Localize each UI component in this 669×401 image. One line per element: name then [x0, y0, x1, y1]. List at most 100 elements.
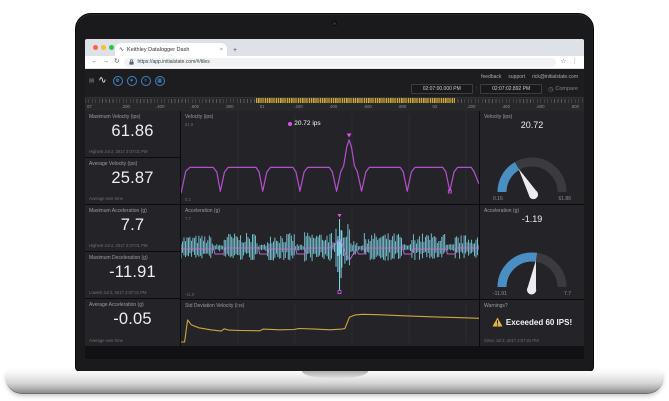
- gauge-fill: [497, 157, 567, 193]
- ruler-label: .800: [397, 104, 407, 109]
- dashboard: ▤ ∿ ⚙ ✶ ≈ ▦ feedback support rick@initia…: [85, 69, 584, 359]
- tiles-grid: Maximum Velocity (ips) 61.86 Highest Jul…: [85, 111, 584, 346]
- feedback-link[interactable]: feedback: [481, 74, 502, 80]
- tab-close-icon[interactable]: ×: [219, 46, 223, 53]
- velocity-gauge: 0.16 61.86: [493, 157, 571, 202]
- nodes-icon[interactable]: ✶: [126, 76, 137, 86]
- laptop-notch: [301, 371, 368, 378]
- close-window-button[interactable]: [93, 45, 98, 50]
- zoom-window-button[interactable]: [109, 45, 114, 50]
- chart-tooltip: 20.72 ips: [288, 120, 321, 127]
- acceleration-chart-tile[interactable]: Acceleration (g) 7.7 -11.9: [181, 205, 479, 299]
- time-end-input[interactable]: 02:07:02.892 PM: [480, 84, 543, 94]
- apps-icon[interactable]: ▦: [154, 76, 165, 86]
- waves-glyph: ≈: [144, 77, 147, 84]
- clock-icon: ◷: [548, 86, 554, 93]
- gear-icon[interactable]: ⚙: [112, 76, 123, 86]
- ruler-label: .800: [225, 104, 234, 109]
- tile-title: Average Acceleration (g): [89, 302, 144, 308]
- stat-value: 25.87: [111, 169, 154, 187]
- tile-title: Warnings?: [484, 303, 508, 309]
- stat-value: -0.05: [113, 310, 152, 328]
- ruler-label: .400: [501, 104, 510, 109]
- gauge-fill: [497, 252, 567, 288]
- initialstate-favicon-icon: ∿: [119, 46, 125, 53]
- gauge-max-label: 61.86: [558, 196, 571, 202]
- avg-velocity-tile[interactable]: Average Velocity (ips) 25.87 Average ove…: [85, 158, 180, 204]
- sidebar-toggle-icon[interactable]: ▤: [89, 78, 95, 84]
- chart-title: Std Deviation Velocity (ips): [185, 303, 245, 309]
- time-start-input[interactable]: 02:07:00.000 PM: [410, 84, 473, 94]
- tile-title: Average Velocity (ips): [89, 161, 138, 167]
- initialstate-logo-icon[interactable]: ∿: [98, 75, 107, 86]
- bookmark-star-icon[interactable]: ☆: [560, 57, 567, 65]
- stat-caption: Lowest Jul 2, 2017 2:07:01 PM: [89, 290, 147, 295]
- acceleration-chart: [181, 208, 479, 296]
- minimize-window-button[interactable]: [101, 45, 106, 50]
- gauge-max-label: 7.7: [564, 291, 571, 297]
- max-acceleration-tile[interactable]: Maximum Acceleration (g) 7.7 Highest Jul…: [85, 205, 180, 251]
- y-axis-min-label: 0.2: [185, 197, 191, 202]
- velocity-gauge-tile[interactable]: Velocity (ips) 20.72 0.16 61.86: [480, 111, 584, 204]
- stat-caption: Average over time: [89, 196, 123, 201]
- warning-caption: Since Jul 2, 2017 2:07:01 PM: [484, 338, 539, 343]
- gauge-needle: [518, 168, 538, 200]
- waves-icon[interactable]: ≈: [140, 76, 151, 86]
- browser-tab-strip: ∿ Keithley Datalogger Dash × +: [85, 39, 584, 56]
- ruler-label: 07: [87, 104, 92, 109]
- ruler-label: .400: [328, 104, 338, 109]
- address-bar[interactable]: https://app.initialstate.com/#/tiles: [124, 57, 556, 67]
- stddev-chart-tile[interactable]: Std Deviation Velocity (ips): [181, 300, 479, 346]
- tile-title: Maximum Velocity (ips): [89, 114, 141, 120]
- camera-icon: [333, 22, 336, 25]
- browser-tab[interactable]: ∿ Keithley Datalogger Dash ×: [115, 43, 227, 56]
- ruler-label: .200: [467, 104, 476, 109]
- browser-window: ∿ Keithley Datalogger Dash × + ← → ↻ htt…: [85, 39, 584, 359]
- gauge-needle: [527, 260, 537, 295]
- gauge-value: 20.72: [520, 120, 544, 130]
- y-axis-max-label: 61.9: [185, 122, 194, 127]
- tile-title: Maximum Acceleration (g): [89, 208, 147, 214]
- avg-acceleration-tile[interactable]: Average Acceleration (g) -0.05 Average o…: [85, 299, 180, 346]
- dashboard-footer: [85, 346, 584, 359]
- warning-tile[interactable]: Warnings? Exceeded 60 IPS! Since Jul 2, …: [480, 300, 584, 346]
- new-tab-button[interactable]: +: [233, 47, 238, 54]
- stat-caption: Average over time: [89, 338, 123, 343]
- ruler-label: .200: [121, 104, 130, 109]
- chart-title: Velocity (ips): [185, 114, 214, 120]
- nodes-glyph: ✶: [129, 77, 134, 84]
- ruler-label: .800: [570, 104, 580, 109]
- stat-caption: Highest Jul 2, 2017 2:07:01 PM: [89, 243, 148, 248]
- ruler-label: .200: [294, 104, 303, 109]
- ruler-label: 02: [432, 104, 438, 109]
- ruler-label: .600: [363, 104, 372, 109]
- warning-icon: [492, 317, 503, 327]
- velocity-chart: [181, 114, 479, 201]
- gear-glyph: ⚙: [115, 77, 120, 84]
- forward-icon[interactable]: →: [102, 57, 110, 65]
- ruler-selection[interactable]: [256, 98, 455, 103]
- y-axis-max-label: 7.7: [185, 216, 191, 221]
- browser-toolbar: ← → ↻ https://app.initialstate.com/#/til…: [85, 56, 584, 69]
- lock-icon: [129, 59, 135, 65]
- apps-glyph: ▦: [157, 77, 162, 84]
- compare-label: Compare: [555, 86, 578, 92]
- stat-value: 61.86: [111, 122, 154, 140]
- support-link[interactable]: support: [508, 74, 526, 80]
- timeline-ruler[interactable]: 07 .200 .400 .600 .800 01 .200 .400 .600 .800 02 .2…: [85, 97, 584, 111]
- max-velocity-tile[interactable]: Maximum Velocity (ips) 61.86 Highest Jul…: [85, 111, 180, 157]
- stat-caption: Highest Jul 2, 2017 2:07:01 PM: [89, 149, 148, 154]
- tab-title: Keithley Datalogger Dash: [127, 46, 190, 53]
- velocity-chart-tile[interactable]: Velocity (ips) 61.9 0.2 20.72 ips: [181, 111, 479, 204]
- tooltip-dot-icon: [288, 121, 293, 126]
- back-icon[interactable]: ←: [91, 57, 98, 65]
- browser-menu-icon[interactable]: ⋮: [571, 57, 579, 65]
- max-deceleration-tile[interactable]: Maximum Deceleration (g) -11.91 Lowest J…: [85, 252, 180, 298]
- y-axis-min-label: -11.9: [185, 292, 195, 297]
- compare-button[interactable]: ◷ Compare: [548, 86, 578, 93]
- stat-value: -11.91: [109, 263, 156, 281]
- acceleration-gauge-tile[interactable]: Acceleration (g) -1.19 -11.91 7.7: [480, 205, 584, 299]
- gauge-min-label: 0.16: [493, 196, 503, 202]
- account-link[interactable]: rick@initialstate.com: [532, 74, 578, 80]
- refresh-icon[interactable]: ↻: [114, 57, 120, 65]
